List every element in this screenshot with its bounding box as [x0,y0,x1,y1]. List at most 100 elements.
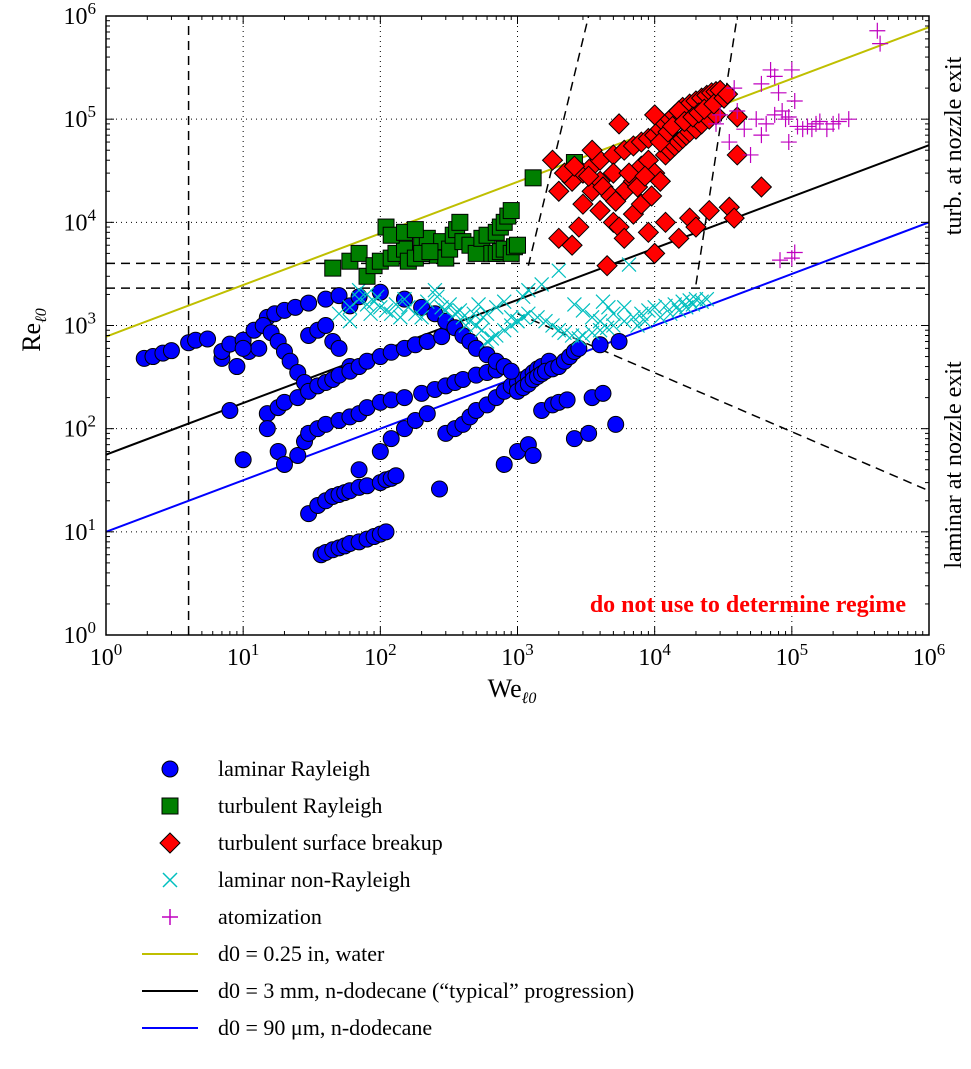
atomization-point [772,252,789,269]
legend-entry-turbulent-rayleigh: turbulent Rayleigh [140,787,900,824]
laminar-rayleigh-point [591,336,609,354]
laminar-rayleigh-point [317,317,335,334]
non-rayleigh-point [503,318,519,333]
surface-breakup-point [548,180,570,202]
laminar-rayleigh-point [350,461,368,479]
diamond-marker-icon [140,830,200,856]
legend: laminar Rayleigh turbulent Rayleigh turb… [140,750,900,1046]
turbulent-rayleigh-point [524,169,542,187]
laminar-rayleigh-point [495,455,513,473]
reference-line [106,144,929,456]
laminar-rayleigh-point [524,446,542,464]
laminar-rayleigh-point [330,287,348,305]
laminar-rayleigh-point [570,339,588,357]
surface-breakup-point [618,162,640,184]
surface-breakup-point [541,149,564,171]
non-rayleigh-point [616,313,632,329]
regime-boundaries [106,16,929,635]
non-rayleigh-point [652,309,668,325]
atomization-point [786,244,803,261]
non-rayleigh-point [397,291,412,307]
non-rayleigh-point [658,298,673,314]
laminar-rayleigh-point [371,443,389,461]
legend-label: turbulent Rayleigh [218,792,383,818]
legend-label: turbulent surface breakup [218,829,443,855]
atomization-point [753,75,770,92]
non-rayleigh-point [342,299,358,315]
turbulent-rayleigh-point [406,221,424,239]
non-rayleigh-point [633,306,649,322]
y-tick-label: 103 [64,309,97,340]
surface-breakup-point [685,216,707,238]
laminar-rayleigh-point [418,405,436,423]
x-tick-label: 106 [913,640,946,671]
x-tick-label: 101 [227,640,260,671]
laminar-rayleigh-point [275,455,293,473]
laminar-rayleigh-point [330,339,348,357]
non-rayleigh-point [605,306,621,322]
non-rayleigh-point [566,297,582,312]
non-rayleigh-point [584,309,600,325]
atomization-point [869,22,886,39]
non-rayleigh-point [571,330,587,346]
non-rayleigh-point [429,289,445,305]
non-rayleigh-point [605,318,621,333]
non-rayleigh-point [600,299,616,315]
atomization-point [872,35,889,52]
non-rayleigh-point [671,302,687,318]
turbulent-rayleigh-point [467,244,485,262]
legend-entry-typical-line: d0 = 3 mm, n-dodecane (“typical” progres… [140,972,900,1009]
laminar-rayleigh-point [199,330,217,348]
x-marker-icon [140,867,200,893]
non-rayleigh-point [331,306,347,322]
non-rayleigh-point [466,306,482,322]
atomization-point [726,80,743,97]
surface-breakup-point [577,165,600,187]
non-rayleigh-point [520,306,536,322]
laminar-rayleigh-point [607,415,625,433]
laminar-rayleigh-point [418,332,436,350]
turbulent-rayleigh-point [509,236,526,254]
x-tick-label: 100 [90,640,123,671]
legend-label: laminar non-Rayleigh [218,866,411,892]
laminar-rayleigh-point [371,283,389,301]
laminar-rayleigh-point [431,480,449,498]
x-tick-label: 102 [364,640,397,671]
regime-boundary-line [695,16,738,285]
non-rayleigh-point [515,289,531,305]
non-rayleigh-point [551,322,567,338]
atomization-point [708,115,725,132]
tick-labels: 100 101 102 103 104 105 106 100 101 102 103 104 105 1… [64,0,946,671]
non-rayleigh-point [662,306,678,322]
chart-svg: 100 101 102 103 104 105 106 100 101 102 103 104 105 1… [17,0,967,707]
non-rayleigh-point [538,313,553,329]
non-rayleigh-point [475,309,491,325]
y-tick-label: 104 [64,205,97,236]
plus-marker-icon [140,904,200,930]
non-rayleigh-point [488,328,504,343]
non-rayleigh-point [530,309,545,325]
surface-breakup-point [563,155,586,177]
surface-breakup-point [726,144,748,166]
x-tick-label: 104 [638,640,671,671]
non-rayleigh-point [419,294,435,310]
surface-breakup-point [643,242,666,265]
atomization-point [736,121,753,138]
non-rayleigh-point [388,297,404,312]
surface-breakup-point [613,227,635,250]
turbulent-rayleigh-point [350,244,368,262]
laminar-rayleigh-point [502,362,520,380]
non-rayleigh-point [468,318,484,333]
circle-marker-icon [140,756,200,782]
olive-line-icon [140,941,200,967]
atomization-point [770,84,787,101]
atomization-point [777,111,794,128]
non-rayleigh-point [369,289,385,305]
atomization-point [712,106,729,123]
atomization-point [766,68,783,85]
atomization-point [786,92,803,109]
surface-breakup-point [654,211,677,234]
turbulent-rayleigh-point [502,202,520,220]
y-axis-label: Reℓ0 [17,308,50,352]
surface-breakup-point [640,185,663,207]
